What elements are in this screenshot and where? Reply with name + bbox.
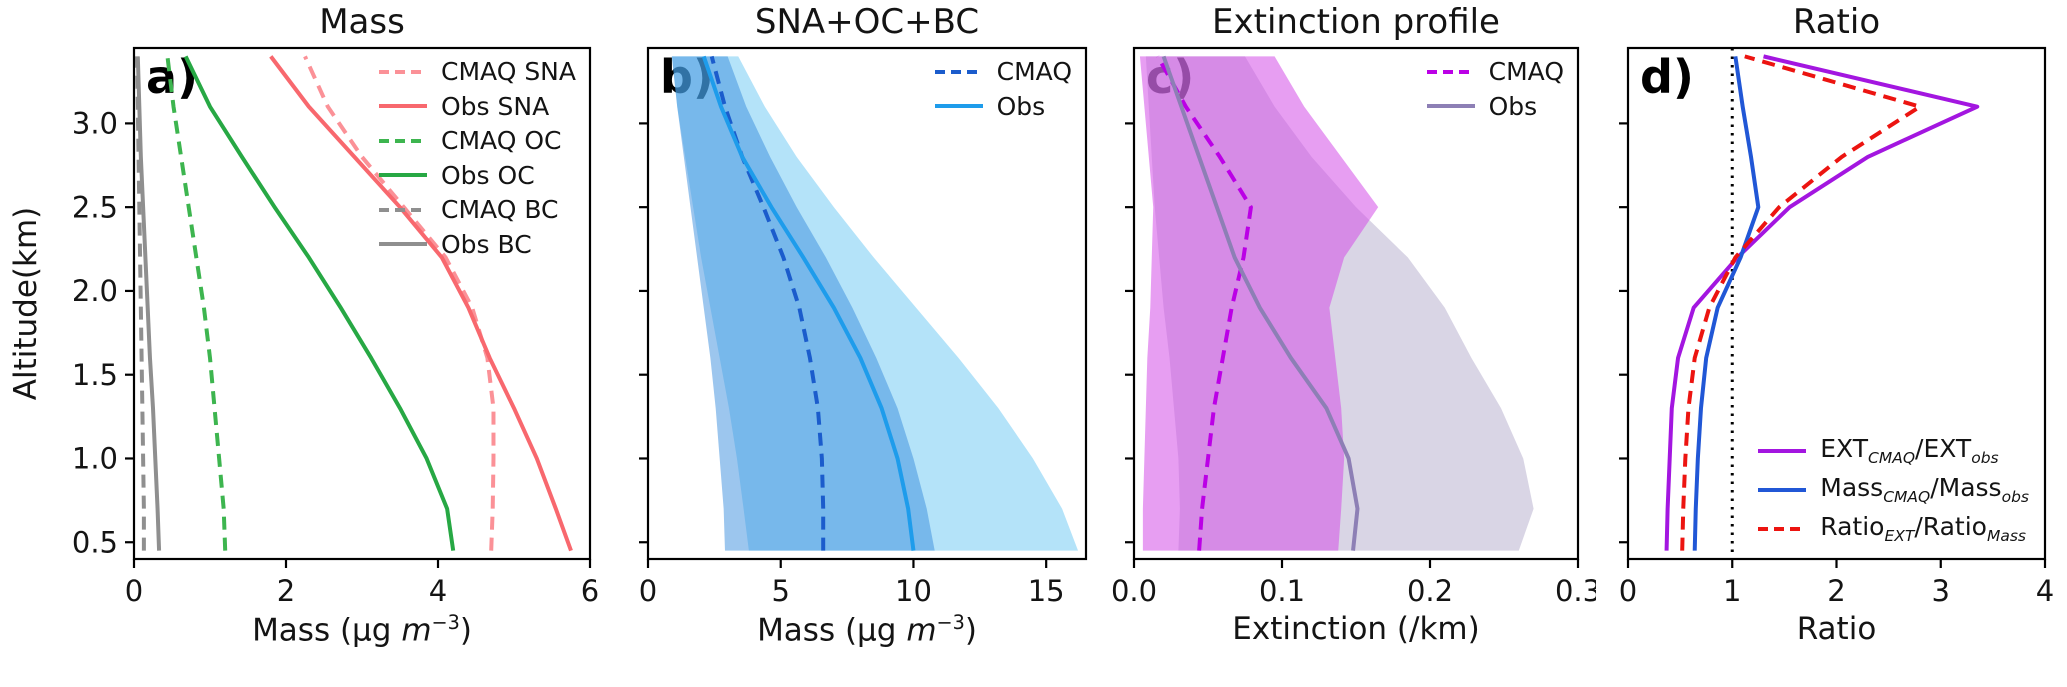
panel-title: Ratio [1792, 2, 1881, 42]
legend-label: CMAQ [1488, 57, 1564, 86]
svg-text:5: 5 [772, 574, 790, 608]
legend-line-sample [1758, 526, 1807, 531]
svg-text:2: 2 [1827, 574, 1845, 608]
legend: CMAQ SNA Obs SNA CMAQ OC Obs OC CMAQ BC Obs B… [377, 58, 576, 258]
legend: CMAQ Obs [1425, 58, 1564, 120]
legend-entry: Obs BC [377, 229, 576, 259]
svg-text:3: 3 [1932, 574, 1950, 608]
svg-text:0.1: 0.1 [1259, 574, 1305, 608]
legend-entry: CMAQ SNA [377, 58, 576, 86]
legend-entry: Obs OC [377, 160, 576, 190]
svg-text:0: 0 [1619, 574, 1637, 608]
svg-text:0.2: 0.2 [1407, 574, 1453, 608]
legend-line-sample [379, 104, 427, 109]
legend-line-sample [934, 69, 983, 74]
legend-line-sample [1426, 104, 1475, 109]
x-axis-label: Mass (µg m−3) [252, 611, 472, 649]
legend-line-sample [379, 207, 427, 212]
legend-label: CMAQ BC [441, 195, 559, 224]
legend-entry: CMAQ OC [377, 127, 576, 155]
panel-letter: a) [146, 50, 199, 104]
panel-extinction-profile: Extinction profile c) 0.00.10.20.3 CMAQO… [1104, 0, 1596, 687]
legend-line-sample [934, 104, 983, 109]
svg-text:0: 0 [125, 574, 143, 608]
legend-entry: EXTCMAQ/EXTobs [1756, 435, 2029, 467]
legend-line-sample [1758, 487, 1807, 492]
legend-label: RatioEXT/RatioMass [1820, 511, 2026, 545]
svg-text:1.5: 1.5 [72, 358, 118, 392]
legend-entry: Obs [933, 91, 1072, 121]
legend-label: MassCMAQ/Massobs [1820, 472, 2029, 506]
svg-text:2: 2 [277, 574, 295, 608]
legend-entry: CMAQ [1425, 58, 1564, 86]
plot-area: 0 1 2 3 4 [1619, 46, 2054, 608]
panel-title: SNA+OC+BC [754, 2, 980, 42]
legend-label: Obs [1488, 91, 1538, 121]
svg-text:2.5: 2.5 [72, 190, 118, 224]
legend-entry: RatioEXT/RatioMass [1756, 513, 2029, 545]
svg-text:15: 15 [1028, 574, 1065, 608]
panel-mass: Mass a) 0 2 4 6 0.5 1.0 1.5 2.0 2.5 3.0 Altitude(k… [0, 0, 612, 687]
x-axis-label: Extinction (/km) [1232, 611, 1480, 647]
legend-entry: CMAQ BC [377, 196, 576, 224]
legend-label: CMAQ SNA [441, 57, 576, 86]
legend-entry: Obs [1425, 91, 1564, 121]
legend: EXTCMAQ/EXTobs MassCMAQ/Massobs RatioEXT/R… [1756, 435, 2029, 545]
svg-text:3.0: 3.0 [72, 107, 118, 141]
legend-label: CMAQ OC [441, 126, 562, 155]
legend-line-sample [1758, 448, 1807, 453]
svg-text:0.5: 0.5 [72, 525, 118, 559]
plot-area: 0.0 0.1 0.2 0.3 [1111, 46, 1596, 608]
svg-text:0: 0 [639, 574, 657, 608]
svg-text:Altitude(km): Altitude(km) [8, 207, 44, 400]
legend-label: Obs [996, 91, 1046, 121]
legend-label: CMAQ [996, 57, 1072, 86]
panel-letter: d) [1640, 50, 1694, 104]
plot-area: 0 2 4 6 0.5 1.0 1.5 2.0 2.5 3.0 Altitude(km) [8, 46, 599, 608]
legend-line-sample [379, 69, 427, 74]
legend-label: Obs BC [441, 229, 532, 259]
svg-text:6: 6 [581, 574, 599, 608]
legend-entry: CMAQ [933, 58, 1072, 86]
svg-text:1: 1 [1723, 574, 1741, 608]
svg-text:2.0: 2.0 [72, 274, 118, 308]
svg-text:0.3: 0.3 [1555, 574, 1596, 608]
legend-label: Obs SNA [441, 91, 550, 121]
svg-text:4: 4 [429, 574, 447, 608]
svg-text:4: 4 [2036, 574, 2054, 608]
svg-text:10: 10 [895, 574, 932, 608]
legend: CMAQ Obs [933, 58, 1072, 120]
legend-entry: MassCMAQ/Massobs [1756, 474, 2029, 506]
panel-ratio: Ratio d) 0 1 2 3 4 EXTCMAQ/EXTobs MassCMAQ/Ma… [1596, 0, 2067, 687]
svg-text:1.0: 1.0 [72, 442, 118, 476]
svg-text:0.0: 0.0 [1111, 574, 1157, 608]
plot-area: 0 5 10 15 [639, 46, 1088, 608]
legend-line-sample [1426, 69, 1475, 74]
x-axis-label: Ratio [1796, 611, 1877, 647]
x-axis-label: Mass (µg m−3) [757, 611, 977, 649]
panel-title: Mass [319, 2, 405, 42]
legend-label: Obs OC [441, 160, 535, 190]
legend-line-sample [379, 138, 427, 143]
legend-line-sample [379, 173, 427, 178]
panel-title: Extinction profile [1212, 2, 1500, 42]
legend-label: EXTCMAQ/EXTobs [1820, 433, 1999, 467]
legend-line-sample [379, 242, 427, 247]
legend-entry: Obs SNA [377, 91, 576, 121]
